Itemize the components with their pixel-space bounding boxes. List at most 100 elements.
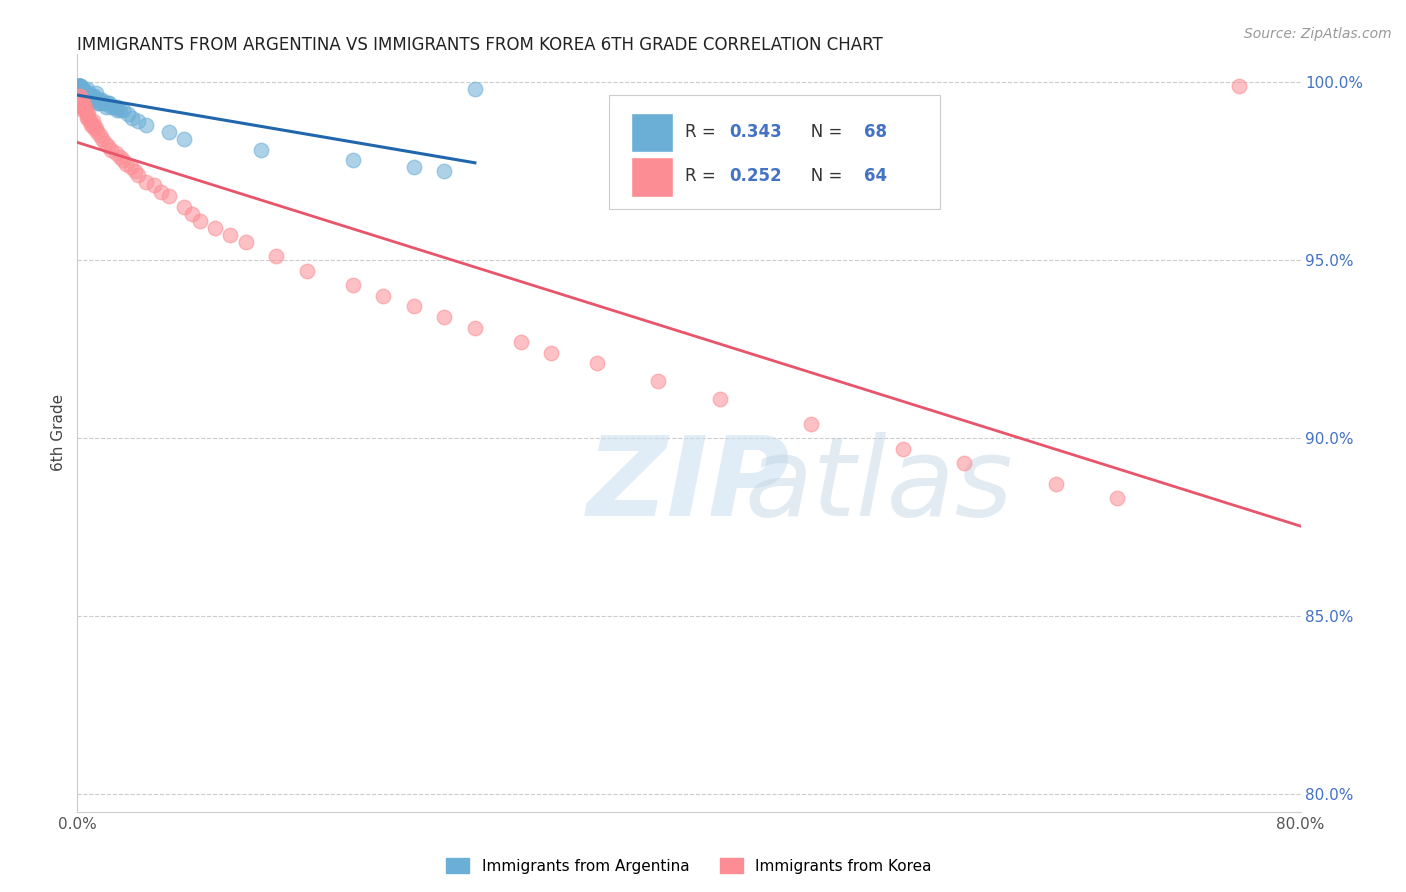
Point: [103, 100, 125, 114]
Point: [90, 96, 112, 111]
Legend: Immigrants from Argentina, Immigrants from Korea: Immigrants from Argentina, Immigrants fr…: [440, 852, 938, 880]
Point: [250, 143, 273, 157]
Point: [72, 86, 94, 100]
Point: [69, 89, 91, 103]
Point: [84, 121, 107, 136]
Point: [540, 345, 562, 359]
Point: [73, 103, 96, 118]
Point: [67, 82, 90, 96]
Point: [76, 107, 98, 121]
Point: [1229, 78, 1251, 93]
Point: [219, 228, 242, 243]
Point: [90, 93, 112, 107]
Point: [100, 100, 122, 114]
Point: [128, 114, 150, 128]
Point: [108, 150, 131, 164]
Point: [79, 89, 101, 103]
Point: [128, 168, 150, 182]
Point: [157, 125, 180, 139]
Text: R =: R =: [685, 122, 721, 141]
Point: [73, 89, 96, 103]
Point: [953, 456, 976, 470]
Point: [204, 221, 226, 235]
Point: [82, 89, 104, 103]
Point: [76, 82, 98, 96]
Point: [76, 93, 98, 107]
Point: [79, 93, 101, 107]
Point: [70, 86, 93, 100]
Text: R =: R =: [685, 168, 721, 186]
Text: N =: N =: [796, 168, 848, 186]
Text: N =: N =: [796, 122, 848, 141]
Point: [67, 93, 90, 107]
Point: [97, 96, 120, 111]
Point: [82, 114, 104, 128]
Point: [79, 114, 101, 128]
Point: [67, 78, 90, 93]
Point: [342, 277, 364, 292]
Point: [67, 78, 90, 93]
Point: [586, 356, 609, 370]
Text: atlas: atlas: [744, 433, 1012, 539]
Text: ZIP: ZIP: [588, 433, 790, 539]
Point: [72, 103, 94, 118]
Point: [402, 161, 425, 175]
Point: [90, 132, 112, 146]
Point: [135, 118, 157, 132]
Point: [173, 132, 195, 146]
Point: [1107, 491, 1129, 506]
Point: [69, 78, 91, 93]
Point: [69, 82, 91, 96]
Point: [84, 86, 107, 100]
Point: [1045, 477, 1067, 491]
Point: [69, 78, 91, 93]
Point: [891, 442, 914, 456]
Point: [76, 111, 98, 125]
Point: [112, 103, 135, 118]
Point: [94, 96, 117, 111]
Y-axis label: 6th Grade: 6th Grade: [51, 394, 66, 471]
Point: [67, 78, 90, 93]
Point: [80, 93, 103, 107]
Point: [67, 89, 90, 103]
Point: [73, 100, 96, 114]
Point: [70, 96, 93, 111]
Point: [709, 392, 731, 406]
Point: [94, 136, 117, 150]
Point: [371, 288, 394, 302]
Point: [69, 93, 91, 107]
Point: [115, 157, 138, 171]
Point: [82, 93, 104, 107]
Point: [87, 96, 110, 111]
Point: [342, 153, 364, 168]
Point: [264, 249, 287, 263]
Point: [67, 78, 90, 93]
Point: [72, 82, 94, 96]
Point: [800, 417, 823, 431]
Point: [84, 93, 107, 107]
Point: [97, 139, 120, 153]
Point: [98, 96, 121, 111]
Point: [69, 82, 91, 96]
FancyBboxPatch shape: [631, 157, 673, 197]
Point: [73, 86, 96, 100]
Point: [464, 320, 486, 334]
Point: [89, 93, 111, 107]
Point: [69, 78, 91, 93]
Point: [73, 89, 96, 103]
Point: [173, 200, 195, 214]
Point: [295, 263, 318, 277]
Point: [120, 161, 142, 175]
Point: [73, 86, 96, 100]
Point: [86, 125, 108, 139]
Point: [89, 128, 111, 143]
Point: [135, 175, 157, 189]
Point: [77, 89, 100, 103]
Point: [77, 86, 100, 100]
Point: [86, 96, 108, 111]
Point: [188, 214, 211, 228]
Point: [96, 100, 118, 114]
Point: [181, 207, 204, 221]
Point: [157, 189, 180, 203]
Point: [67, 82, 90, 96]
